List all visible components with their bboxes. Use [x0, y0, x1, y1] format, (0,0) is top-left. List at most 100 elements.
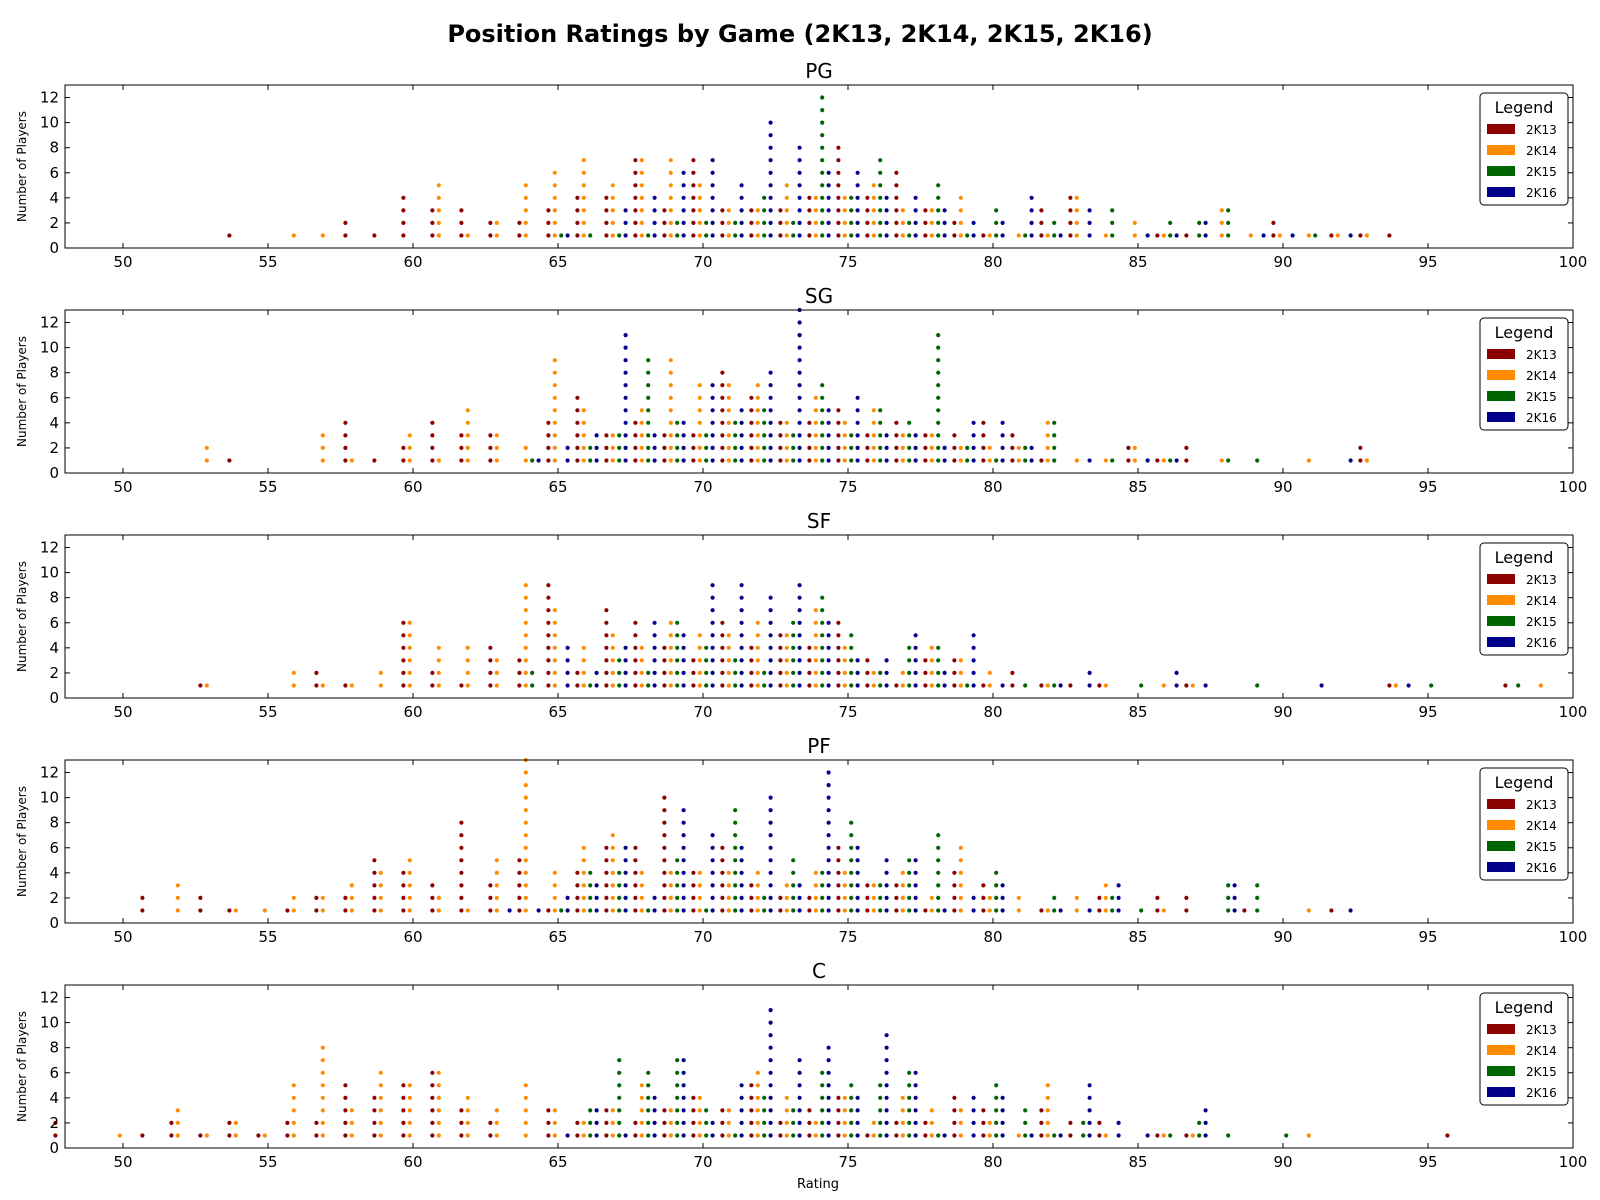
data-point	[900, 870, 905, 875]
data-point	[820, 595, 825, 600]
data-point	[623, 395, 628, 400]
data-point	[610, 1120, 615, 1125]
data-point	[662, 683, 667, 688]
data-point	[1023, 1133, 1028, 1138]
data-point	[826, 620, 831, 625]
data-point	[594, 433, 599, 438]
data-point	[343, 1120, 348, 1125]
data-point	[407, 645, 412, 650]
data-point	[1290, 233, 1295, 238]
data-point	[791, 870, 796, 875]
data-point	[1074, 233, 1079, 238]
data-point	[813, 683, 818, 688]
data-point	[546, 583, 551, 588]
data-point	[691, 895, 696, 901]
data-point	[913, 858, 918, 863]
data-point	[791, 458, 796, 463]
data-point	[936, 883, 941, 888]
data-point	[762, 683, 767, 688]
data-point	[494, 433, 499, 438]
data-point	[623, 408, 628, 413]
data-point	[749, 883, 754, 888]
data-point	[517, 670, 522, 676]
data-point	[820, 458, 825, 463]
data-point	[994, 458, 999, 463]
data-point	[604, 1120, 609, 1125]
data-point	[633, 883, 638, 888]
data-point	[710, 908, 715, 913]
data-point	[1039, 233, 1044, 238]
legend-title: Legend	[1495, 98, 1554, 117]
data-point	[639, 158, 644, 163]
data-point	[826, 208, 831, 213]
data-point	[884, 895, 889, 901]
data-point	[343, 1095, 348, 1100]
data-point	[436, 683, 441, 688]
x-tick-label: 95	[1418, 928, 1437, 946]
data-point	[343, 1083, 348, 1088]
data-point	[198, 1133, 203, 1138]
data-point	[1097, 683, 1102, 688]
data-point	[936, 208, 941, 213]
data-point	[884, 433, 889, 438]
data-point	[588, 908, 593, 913]
data-point	[1306, 1133, 1311, 1138]
data-point	[797, 883, 802, 888]
data-point	[546, 233, 551, 238]
data-point	[320, 458, 325, 463]
data-point	[762, 670, 767, 676]
data-point	[633, 645, 638, 650]
data-point	[797, 370, 802, 375]
y-tick-label: 10	[40, 114, 59, 132]
data-point	[681, 845, 686, 850]
data-point	[372, 1120, 377, 1125]
data-point	[610, 895, 615, 901]
x-tick-label: 55	[258, 928, 277, 946]
data-point	[958, 208, 963, 213]
data-point	[710, 833, 715, 838]
y-tick-label: 8	[49, 589, 59, 607]
data-point	[855, 233, 860, 238]
data-point	[784, 233, 789, 238]
data-point	[836, 158, 841, 163]
data-point	[291, 1120, 296, 1125]
data-point	[907, 420, 912, 425]
data-point	[836, 670, 841, 676]
data-point	[681, 1108, 686, 1113]
legend-entry: 2K16	[1526, 186, 1557, 200]
data-point	[675, 908, 680, 913]
data-point	[755, 445, 760, 450]
data-point	[826, 1058, 831, 1063]
data-point	[623, 683, 628, 688]
data-point	[681, 808, 686, 813]
data-point	[768, 670, 773, 676]
data-point	[749, 645, 754, 650]
data-point	[749, 445, 754, 450]
data-point	[652, 895, 657, 901]
data-point	[552, 608, 557, 613]
data-point	[668, 870, 673, 875]
data-point	[407, 620, 412, 625]
data-point	[994, 1108, 999, 1113]
data-point	[849, 845, 854, 850]
data-point	[575, 670, 580, 676]
data-point	[878, 883, 883, 888]
data-point	[726, 458, 731, 463]
data-point	[581, 1120, 586, 1125]
data-point	[849, 1083, 854, 1088]
y-tick-label: 8	[49, 364, 59, 382]
legend-swatch	[1487, 574, 1515, 584]
data-point	[697, 645, 702, 650]
data-point	[981, 1133, 986, 1138]
data-point	[900, 908, 905, 913]
data-point	[1348, 233, 1353, 238]
data-point	[749, 1120, 754, 1125]
data-point	[749, 670, 754, 676]
data-point	[581, 208, 586, 213]
data-point	[1087, 908, 1092, 913]
data-point	[652, 195, 657, 200]
x-tick-label: 70	[693, 1153, 712, 1171]
data-point	[826, 233, 831, 238]
data-point	[849, 658, 854, 663]
data-point	[668, 208, 673, 213]
